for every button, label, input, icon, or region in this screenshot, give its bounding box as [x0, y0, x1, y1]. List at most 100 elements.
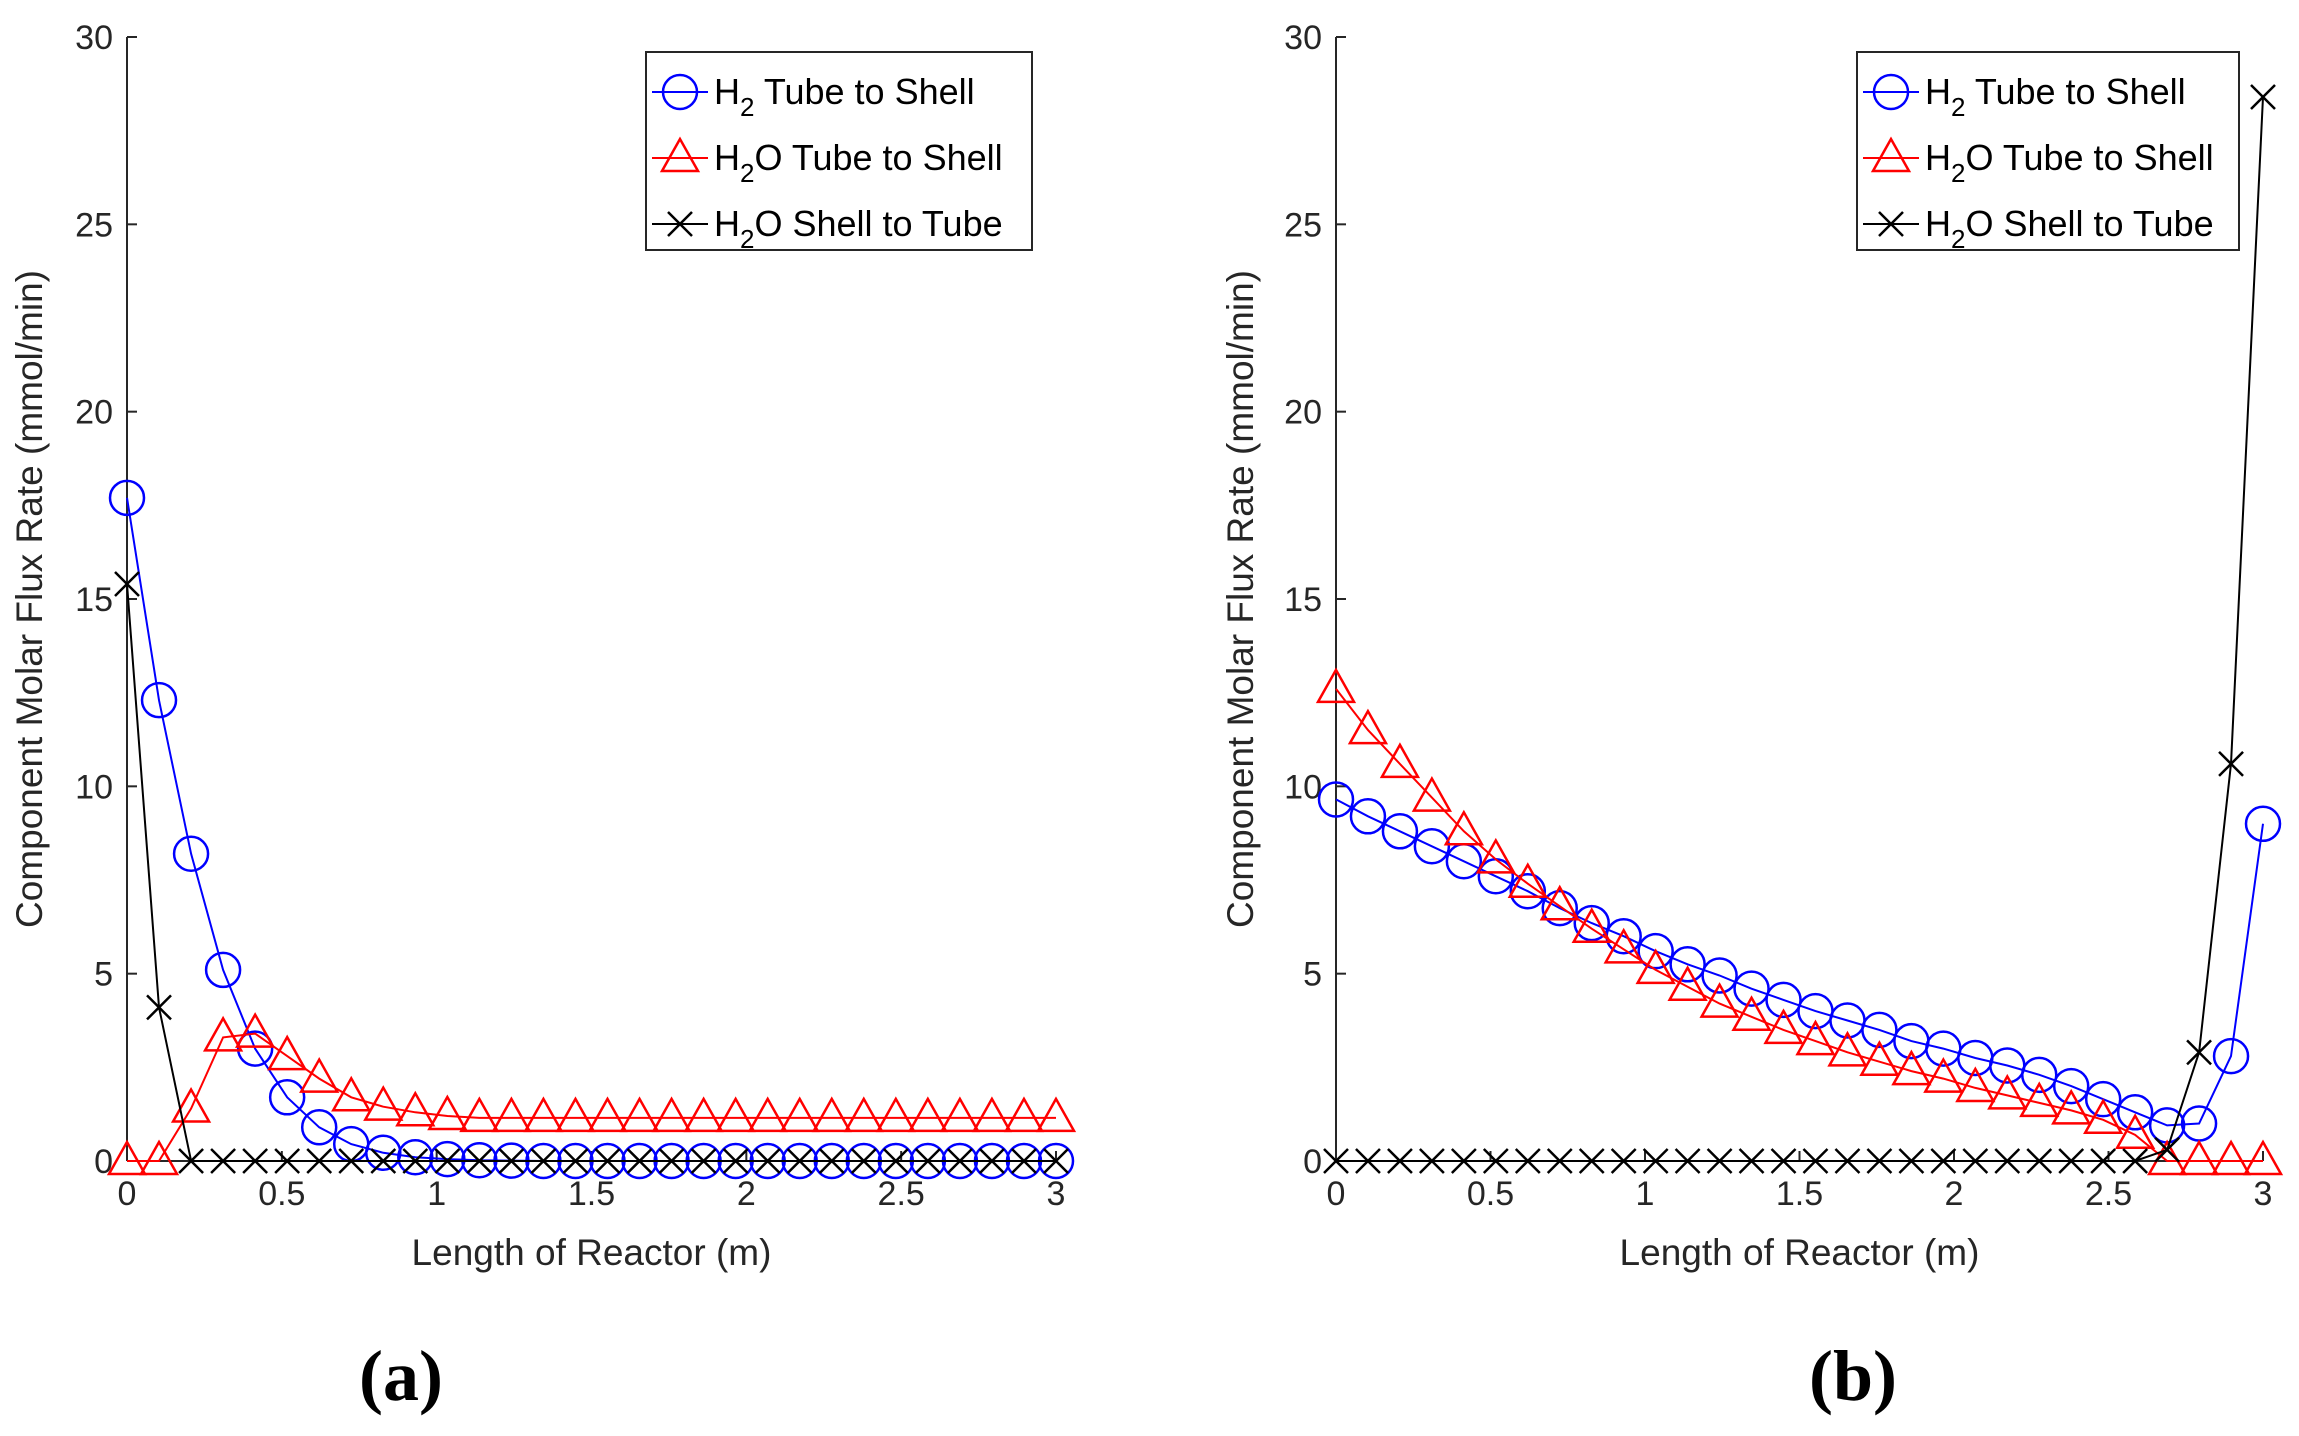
data-point-series-3 [1418, 1148, 1445, 1174]
data-point-series-2 [779, 1096, 820, 1133]
x-tick-label: 0 [1327, 1175, 1346, 1213]
data-point-series-1 [140, 681, 178, 719]
data-point-series-2 [1507, 862, 1548, 898]
data-point-series-3 [1962, 1148, 1989, 1174]
data-point-series-1 [1381, 813, 1419, 850]
legend-label-subscript: 2 [1951, 92, 1965, 122]
data-point-series-2 [138, 1139, 180, 1176]
legend-swatch-marker [1872, 73, 1910, 111]
data-point-series-3 [594, 1148, 621, 1174]
y-tick-label: 10 [1284, 768, 1322, 806]
x-tick-label: 2 [1945, 1175, 1964, 1213]
legend: H2 Tube to Shell H 2O Tube to Shell H2O She… [1856, 51, 2240, 254]
data-point-series-2 [2210, 1139, 2252, 1176]
data-point-series-2 [1571, 907, 1612, 943]
x-tick-label: 2 [737, 1175, 756, 1213]
data-point-series-3 [690, 1148, 717, 1174]
y-tick-label: 15 [1284, 581, 1322, 619]
data-point-series-2 [1699, 982, 1740, 1018]
data-point-series-2 [459, 1096, 500, 1133]
data-point-series-1 [1861, 1011, 1898, 1049]
data-point-series-3 [274, 1148, 301, 1174]
data-point-series-1 [1573, 904, 1610, 942]
data-point-series-2 [2114, 1113, 2156, 1150]
data-point-series-2 [843, 1096, 884, 1133]
data-point-series-3 [1994, 1148, 2021, 1174]
data-point-series-3 [914, 1148, 941, 1174]
data-point-series-1 [2021, 1056, 2058, 1094]
x-axis-label: Length of Reactor (m) [1620, 1232, 1980, 1273]
data-point-series-3 [818, 1148, 845, 1174]
data-point-series-2 [1763, 1008, 1804, 1045]
y-tick-label: 5 [1303, 956, 1322, 994]
data-point-series-2 [331, 1075, 372, 1112]
data-point-series-3 [338, 1148, 365, 1174]
legend-label-main: H [714, 71, 740, 112]
series-line-2 [1335, 688, 2263, 1162]
x-tick-label: 1.5 [1776, 1175, 1823, 1213]
x-tick-label: 3 [2254, 1175, 2273, 1213]
data-point-series-2 [811, 1096, 852, 1133]
data-point-series-2 [427, 1094, 468, 1131]
legend-swatch-marker [659, 136, 701, 173]
data-point-series-1 [1317, 781, 1355, 818]
data-point-series-2 [2242, 1139, 2284, 1176]
data-point-series-2 [971, 1096, 1013, 1133]
data-point-series-1 [1637, 932, 1674, 970]
legend-label: H2O Shell to Tube [1925, 203, 2214, 254]
data-point-series-2 [106, 1139, 148, 1176]
x-tick-label: 1 [427, 1175, 446, 1213]
data-point-series-1 [1701, 957, 1738, 994]
data-point-series-1 [236, 1030, 274, 1067]
data-point-series-1 [300, 1109, 338, 1146]
legend-label-rest: Tube to Shell [754, 71, 974, 112]
data-point-series-2 [491, 1096, 532, 1133]
data-point-series-3 [2058, 1148, 2085, 1174]
data-point-series-3 [1930, 1148, 1957, 1174]
data-point-series-2 [299, 1057, 340, 1093]
series-line-3 [126, 583, 1056, 1162]
data-point-series-3 [1578, 1148, 1605, 1174]
data-point-series-2 [267, 1034, 308, 1071]
data-point-series-2 [651, 1096, 692, 1133]
data-point-series-1 [172, 835, 210, 873]
data-point-series-1 [1413, 828, 1451, 865]
data-point-series-3 [979, 1148, 1005, 1174]
data-point-series-1 [1733, 970, 1770, 1007]
data-point-series-3 [1387, 1148, 1413, 1174]
data-point-series-3 [2026, 1148, 2053, 1174]
data-point-series-3 [2218, 750, 2244, 777]
x-tick-label: 0.5 [258, 1175, 305, 1213]
data-point-series-2 [395, 1090, 436, 1127]
data-point-series-2 [1035, 1096, 1077, 1133]
data-point-series-3 [786, 1148, 813, 1174]
data-point-series-2 [715, 1096, 756, 1133]
legend-label-rest: O Shell to Tube [754, 203, 1002, 244]
data-point-series-3 [114, 571, 140, 597]
data-point-series-2 [1603, 927, 1644, 964]
y-tick-label: 0 [1303, 1143, 1322, 1181]
data-point-series-3 [1674, 1148, 1701, 1174]
x-tick-label: 3 [1047, 1175, 1066, 1213]
data-point-series-1 [429, 1140, 466, 1178]
data-point-series-3 [1898, 1148, 1925, 1174]
data-point-series-3 [1706, 1148, 1733, 1174]
panel-label: (b) [1809, 1336, 1897, 1416]
legend-label-rest: O Tube to Shell [1965, 137, 2213, 178]
legend-label-main: H [1925, 203, 1951, 244]
legend-label: H2 Tube to Shell [1925, 71, 2186, 122]
data-point-series-3 [1011, 1148, 1037, 1174]
data-point-series-3 [947, 1148, 973, 1174]
data-point-series-2 [1003, 1096, 1045, 1133]
data-point-series-1 [1349, 798, 1387, 835]
x-tick-label: 0.5 [1467, 1175, 1514, 1213]
legend-label-rest: Tube to Shell [1965, 71, 2185, 112]
data-point-series-2 [2178, 1139, 2220, 1176]
data-point-series-3 [1450, 1148, 1477, 1174]
panel-label: (a) [359, 1336, 443, 1416]
data-point-series-3 [2186, 1039, 2212, 1066]
data-point-series-3 [1834, 1148, 1861, 1174]
legend-label-subscript: 2 [740, 92, 754, 122]
data-point-series-3 [1514, 1148, 1541, 1174]
